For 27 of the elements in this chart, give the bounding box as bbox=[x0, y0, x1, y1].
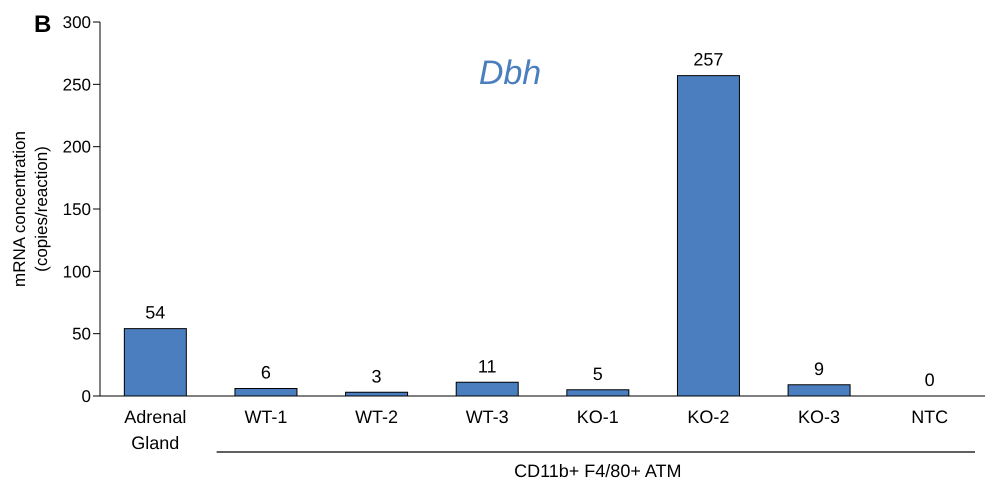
data-label: 6 bbox=[260, 362, 271, 383]
x-tick-label: WT-3 bbox=[466, 406, 509, 427]
x-tick-label: WT-1 bbox=[244, 406, 288, 427]
y-axis-title: mRNA concentration (copies/reaction) bbox=[10, 131, 51, 287]
data-label: 5 bbox=[592, 364, 603, 384]
x-tick-label: KO-2 bbox=[687, 406, 730, 427]
x-tick-label: NTC bbox=[911, 406, 948, 427]
y-tick-label: 200 bbox=[62, 138, 91, 157]
y-tick-label: 50 bbox=[72, 324, 91, 344]
x-tick-label: KO-1 bbox=[576, 406, 619, 427]
data-label: 3 bbox=[372, 366, 382, 386]
data-label: 54 bbox=[145, 302, 166, 323]
text: Dbh bbox=[478, 54, 542, 92]
x-tick-label: Adrenal Gland bbox=[124, 406, 186, 453]
y-tick-label: 250 bbox=[62, 75, 91, 94]
text: B bbox=[34, 11, 52, 38]
data-label: 0 bbox=[924, 370, 935, 390]
y-tick-label: 100 bbox=[62, 262, 91, 282]
data-label: 257 bbox=[693, 50, 724, 70]
y-tick-label: 0 bbox=[82, 387, 91, 406]
y-tick-label: 150 bbox=[62, 200, 91, 220]
x-axis-title: CD11b+ F4/80+ ATM bbox=[514, 461, 682, 481]
x-tick-label: WT-2 bbox=[355, 406, 398, 427]
data-label: 9 bbox=[814, 358, 824, 379]
data-label: 11 bbox=[478, 356, 497, 376]
x-tick-label: KO-3 bbox=[798, 406, 840, 427]
y-tick-label: 300 bbox=[62, 13, 91, 32]
